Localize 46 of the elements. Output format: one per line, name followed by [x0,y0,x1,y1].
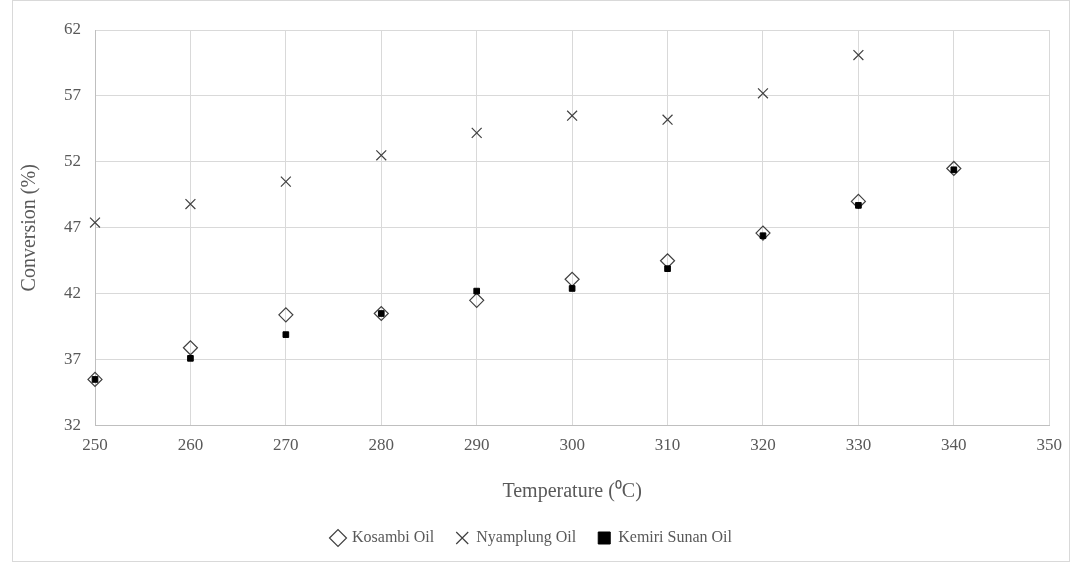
point [375,149,387,161]
point [184,198,196,210]
point [471,127,483,139]
point [755,225,771,241]
point [282,331,290,338]
point [566,110,578,122]
point [89,216,101,229]
x-tick-label: 290 [463,435,490,455]
point [852,49,864,61]
x-tick-label: 320 [750,435,776,455]
point [564,271,580,287]
point [946,160,962,177]
legend-label: Nyamplung Oil [476,528,577,547]
point [568,285,576,292]
y-tick-label: 32 [64,415,81,435]
point [373,305,389,322]
x-tick-label: 250 [82,435,108,455]
y-tick-label: 42 [64,283,81,303]
y-tick-label: 37 [64,349,82,369]
y-tick-label: 47 [64,217,82,237]
legend-label: Kosambi Oil [352,528,435,546]
point [473,287,481,295]
x-tick-label: 310 [654,435,681,455]
y-axis-title: Conversion (%) [17,164,41,292]
point [757,87,769,99]
x-tick-label: 260 [177,435,204,455]
x-tick-label: 350 [1036,435,1062,455]
point [187,355,194,362]
x-tick-label: 300 [559,435,585,455]
point [87,371,103,388]
point [280,176,292,188]
y-tick-label: 57 [64,85,82,105]
x-tick-label: 270 [273,435,299,455]
point [662,114,674,126]
point [664,265,671,273]
x-tick-label: 280 [368,435,395,455]
x-tick-label: 340 [941,435,967,455]
legend-label: Kemiri Sunan Oil [618,528,733,546]
point [855,202,862,209]
point [278,307,294,323]
x-tick-label: 330 [845,435,872,455]
point [182,340,199,356]
y-tick-label: 62 [64,19,81,39]
y-tick-label: 52 [64,151,81,171]
point [469,292,485,308]
x-axis-title: Temperature (⁰C) [502,479,642,503]
